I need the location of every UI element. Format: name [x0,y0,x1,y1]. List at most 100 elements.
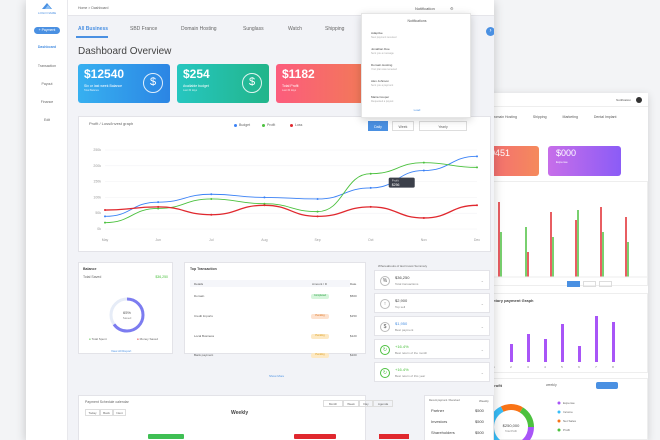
tab-shipping[interactable]: Shipping [325,26,345,32]
table-row[interactable]: Domain Completed $500 [190,294,357,304]
secondary-period-button[interactable] [567,281,580,287]
data-point [476,166,478,169]
stat-label: Total Profit [282,84,299,88]
stat-label: Six or last week Balance [84,84,123,88]
notification-text: Requested a payout [371,100,394,103]
secondary-tab[interactable]: Shipping [532,115,547,119]
notification-item[interactable]: Maria Cooper Requested a payout [371,95,393,103]
y-tick-label: 200k [93,164,101,168]
activity-item[interactable]: ↑ $2,900 Top sell ⌄ [374,293,490,313]
data-point [210,197,213,200]
balance-title: Balance [83,267,97,271]
activity-item[interactable]: % $36,250 Total transactions ⌄ [374,270,490,290]
new-payment-button[interactable]: + Payment [34,27,60,34]
activity-item[interactable]: $ $1,950 Best payment ⌄ [374,316,490,336]
table-row[interactable]: Bank payment Pending $100 [190,353,357,363]
load-more-link[interactable]: Load [413,108,421,112]
sidebar-item-payout[interactable]: Payout [41,82,53,86]
column-header: Details [194,281,204,286]
data-point [369,186,372,189]
data-point [316,197,319,200]
legend-spent-label: Total Spent [91,337,107,341]
secondary-avatar[interactable] [636,96,642,103]
bell-icon[interactable]: ⚙ [450,6,454,11]
back-button[interactable]: Back [100,409,113,416]
tab-month[interactable]: Month [323,400,343,407]
show-more-link[interactable]: Show More [269,374,285,378]
segment-yearly[interactable]: Yearly [419,121,467,131]
data-point [104,215,106,218]
x-tick-label: Oct [368,238,373,242]
tab-sbd-france[interactable]: SBD France [130,26,158,32]
x-tick-label: Jul [209,238,214,242]
secondary-inventory-tick: 5 [561,365,563,369]
data-point [263,202,266,205]
stat-card-budget[interactable]: $254 Available budget Last 30 days $ [177,64,269,103]
table-row[interactable]: Local Business Pending $120 [190,334,357,344]
row-amount: $500 [350,294,357,298]
stat-card-balance[interactable]: $12540 Six or last week Balance Total Ba… [78,64,170,103]
schedule-row-amount: $500 [475,419,484,424]
activity-item[interactable]: ↻ +16.4% Best return of this year ⌄ [374,362,490,382]
stat-card-profit[interactable]: $1182 Total Profit Last 30 days [276,64,368,103]
secondary-donut-dropdown[interactable] [596,382,618,389]
tab-sunglass[interactable]: Sunglass [243,26,264,32]
secondary-topbar: Notification [470,93,648,107]
notification-name: Adaptive [371,31,383,35]
sidebar-item-dashboard[interactable]: Dashboard [37,45,57,49]
notification-item[interactable]: Jonathan Doe Sent you a message [371,47,394,55]
balance-total-value: $36,250 [155,275,168,279]
notification-item[interactable]: Adaptive New payment received [371,31,396,39]
secondary-tabs: Domain Hosting Shipping Marketing Dental… [470,107,648,119]
today-button[interactable]: Today [85,409,100,416]
notification-item[interactable]: Domain Hosting Your plan was renewed [371,63,397,71]
secondary-notification-label[interactable]: Notification [616,97,631,102]
topbar: Home > Dashboard Notification ⚙ [68,0,494,16]
secondary-period-button[interactable] [599,281,612,287]
view-report-link[interactable]: View All Report [111,349,132,353]
sidebar-item-edit[interactable]: Edit [43,118,51,122]
activity-value: +16.4% [395,367,409,372]
row-name: Local Business [194,334,215,338]
secondary-stat-value: 0451 [490,148,511,158]
activity-item[interactable]: ↻ +16.4% Best return of the month ⌄ [374,339,490,359]
tabs-next-button[interactable]: › [486,27,494,36]
sidebar-item-finance[interactable]: Finance [40,100,54,104]
legend-budget[interactable]: Budget [234,123,250,127]
secondary-period-button[interactable] [583,281,596,287]
schedule-panel: Recent payment / Received Weekly Partner… [424,395,494,440]
calendar-event[interactable] [148,434,184,439]
tab-day[interactable]: Day [359,400,373,407]
tab-all-business[interactable]: All Business [78,26,109,32]
dollar-icon: $ [380,322,390,332]
activity-value: $2,900 [395,298,408,303]
next-button[interactable]: Next [113,409,126,416]
breadcrumb[interactable]: Home > Dashboard [78,6,109,10]
tab-week[interactable]: Week [343,400,359,407]
notification-item[interactable]: Alex Johnson Sent you a payment [371,79,393,87]
secondary-donut-chart: $250,000 Total Profit Expense Income Net… [488,401,577,440]
profit-loss-panel: Profit / Loss/Invest graph Budget Profit… [78,116,491,252]
secondary-tab[interactable]: Domain Hosting [492,115,517,119]
table-header: Details Amount / D Date [190,280,356,287]
logo-icon[interactable] [40,2,54,10]
segment-week[interactable]: Week [392,121,414,131]
y-tick-label: 250k [93,148,101,152]
tab-agenda[interactable]: Agenda [373,400,393,407]
legend-loss[interactable]: Loss [290,123,302,127]
calendar-event[interactable] [379,434,409,439]
secondary-inventory-tick: 2 [510,365,512,369]
secondary-inventory-tick: 6 [578,365,580,369]
secondary-tab[interactable]: Dental Implant [593,115,617,119]
secondary-inventory-tick: 8 [612,365,614,369]
calendar-event[interactable] [294,434,336,439]
segment-daily[interactable]: Daily [368,121,388,131]
sidebar-item-transaction[interactable]: Transaction [37,64,57,68]
legend-profit[interactable]: Profit [262,123,275,127]
data-point [476,204,478,207]
table-row[interactable]: Credit Imports Pending $150 [190,314,357,324]
secondary-tab[interactable]: Marketing [562,115,578,119]
notification-label[interactable]: Notification [415,6,435,11]
tab-domain-hosting[interactable]: Domain Hosting [181,26,217,32]
tab-watch[interactable]: Watch [288,26,302,32]
